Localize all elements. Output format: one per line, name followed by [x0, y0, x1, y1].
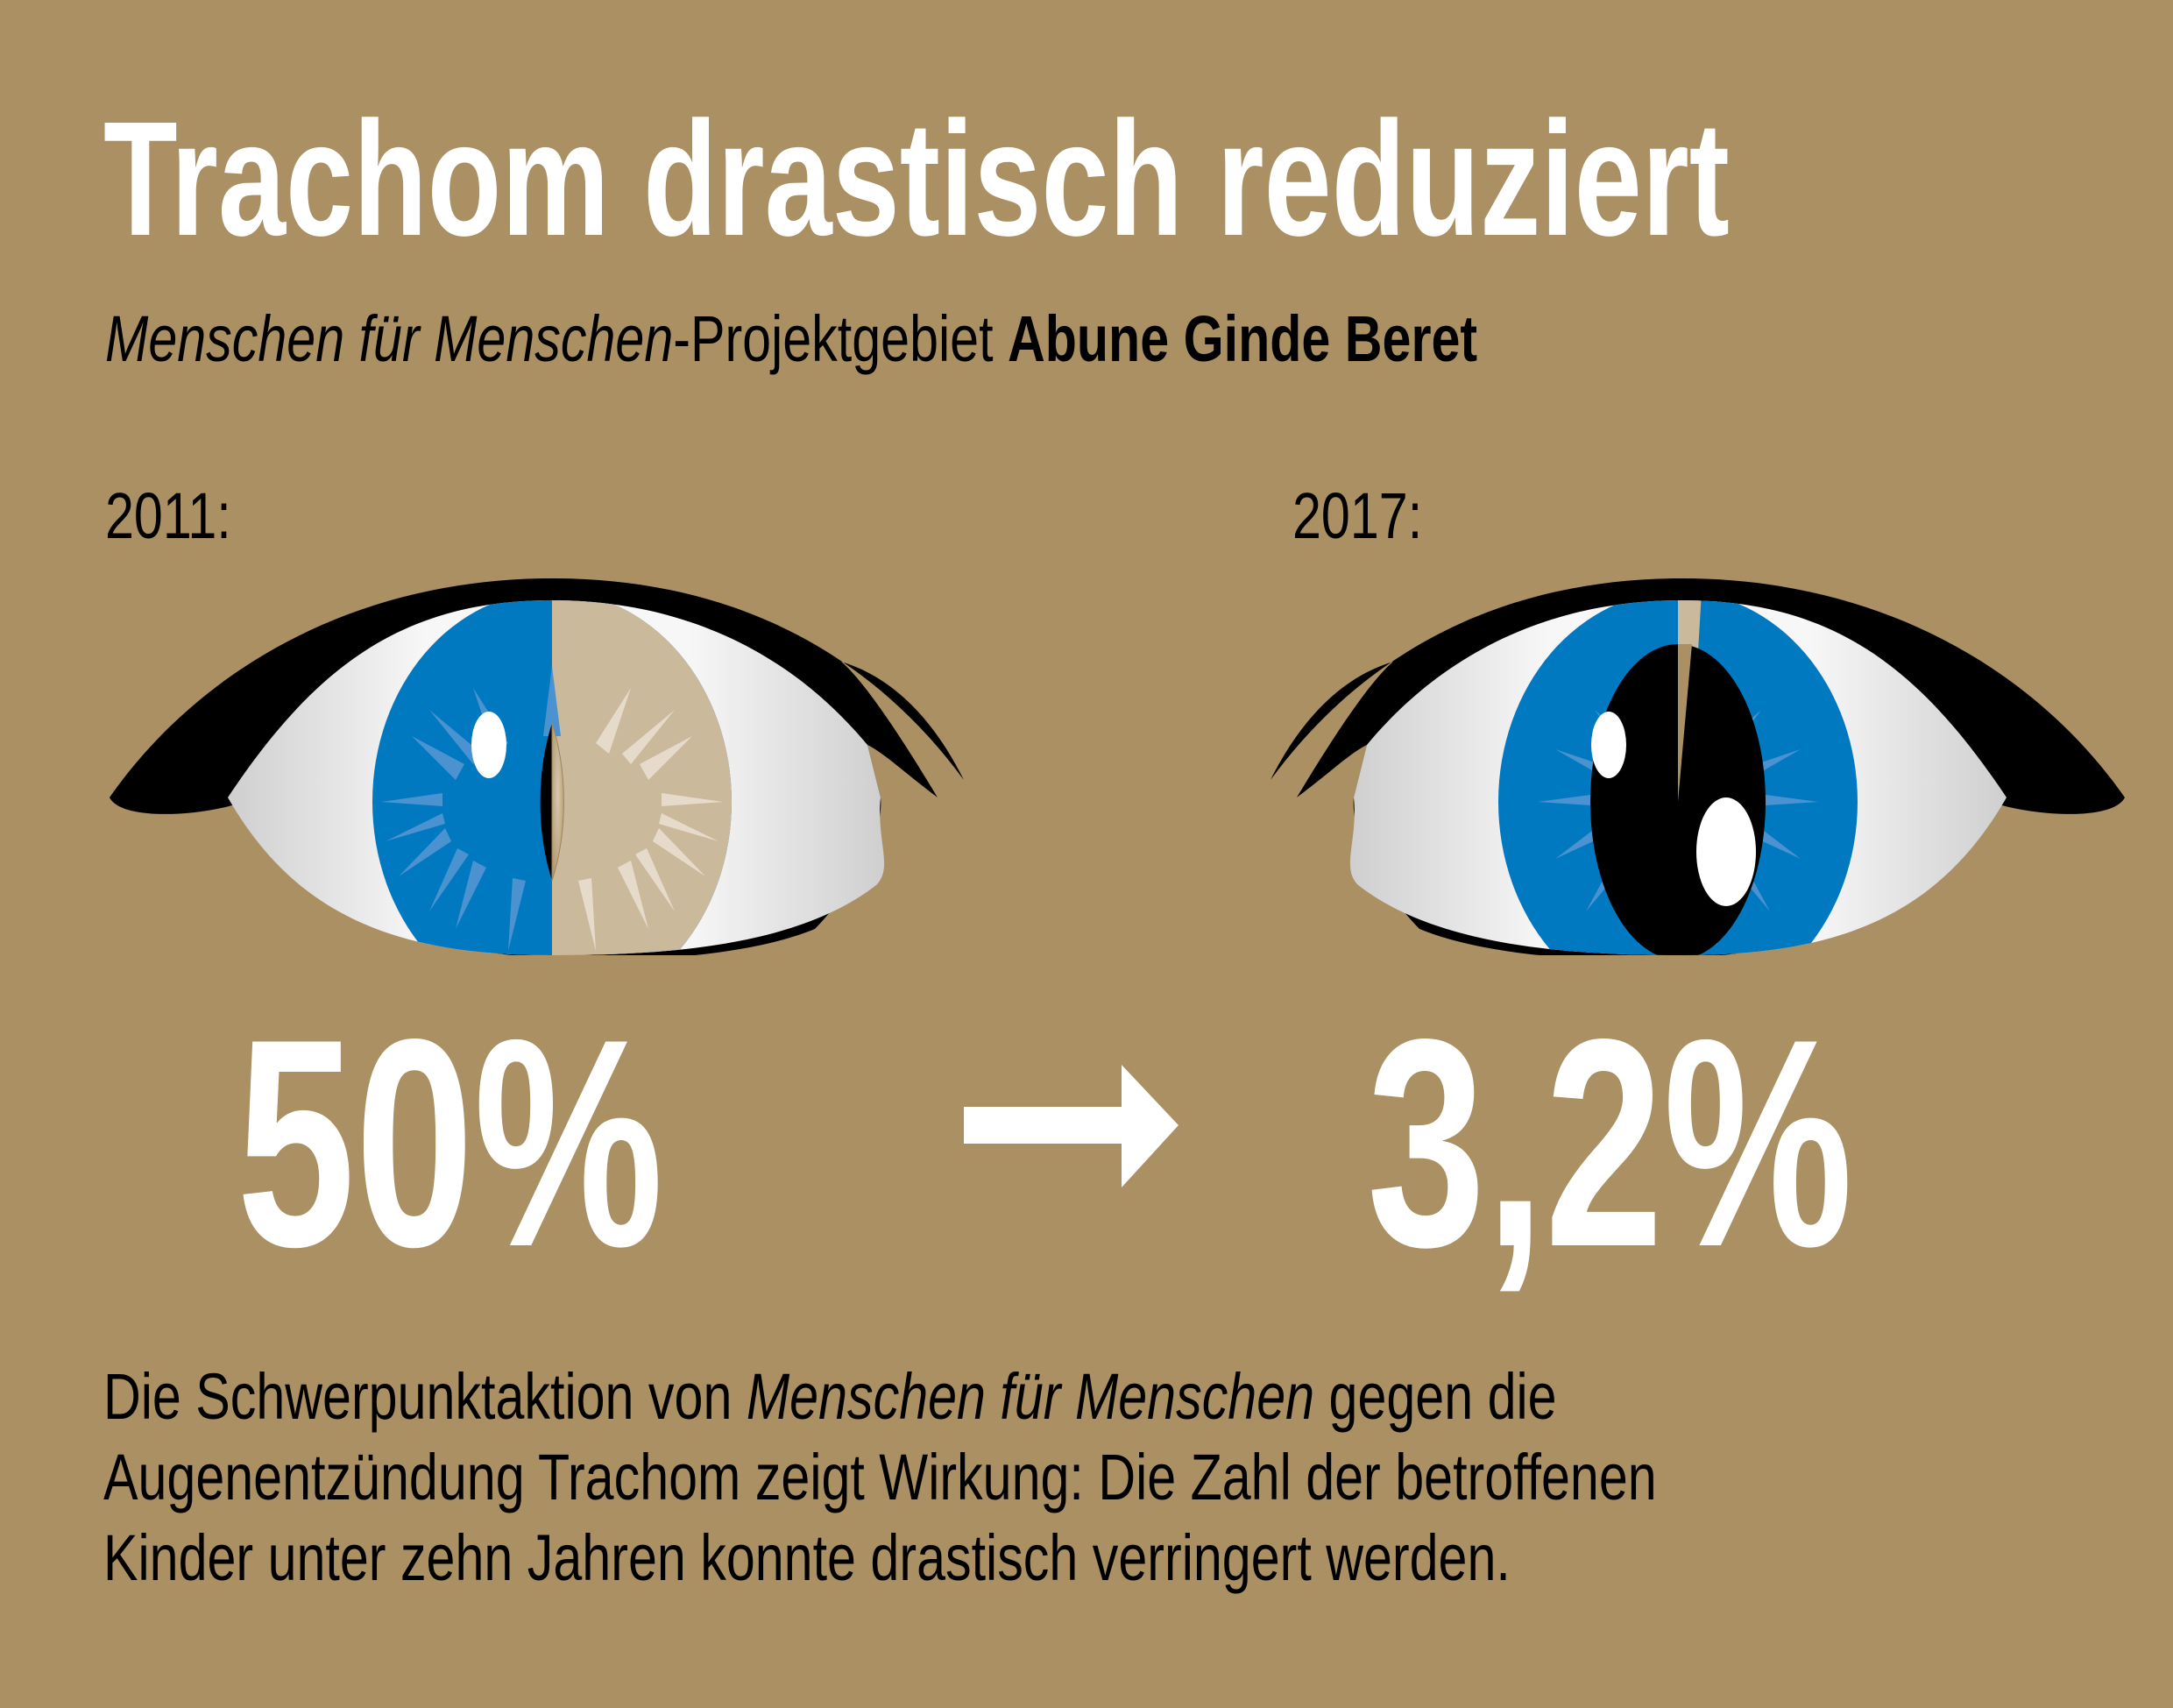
arrow-right-icon	[964, 1065, 1179, 1187]
description-text: Die Schwerpunktaktion von Menschen für M…	[103, 1357, 1657, 1598]
org-name: Menschen für Menschen	[105, 302, 674, 375]
body-line2: Augenentzündung Trachom zeigt Wirkung: D…	[103, 1441, 1657, 1513]
value-after: 3,2%	[1367, 977, 1853, 1308]
headline: Trachom drastisch reduziert	[103, 89, 1730, 270]
body-org-name: Menschen für Menschen	[746, 1360, 1315, 1433]
year-label-before: 2011:	[105, 479, 231, 552]
body-line3: Kinder unter zehn Jahren konnte drastisc…	[103, 1521, 1511, 1594]
subtitle: Menschen für Menschen-Projektgebiet Abun…	[105, 307, 1477, 372]
region-name: Abune Ginde Beret	[1007, 302, 1478, 375]
eye-icon-half-affected	[110, 578, 964, 955]
body-line1-b: gegen die	[1314, 1360, 1557, 1433]
eye-icon-mostly-healthy	[1271, 578, 2125, 955]
year-label-after: 2017:	[1292, 479, 1423, 552]
value-before: 50%	[237, 977, 664, 1308]
body-line1-a: Die Schwerpunktaktion von	[103, 1360, 747, 1433]
subtitle-middle: -Projektgebiet	[673, 302, 1008, 375]
